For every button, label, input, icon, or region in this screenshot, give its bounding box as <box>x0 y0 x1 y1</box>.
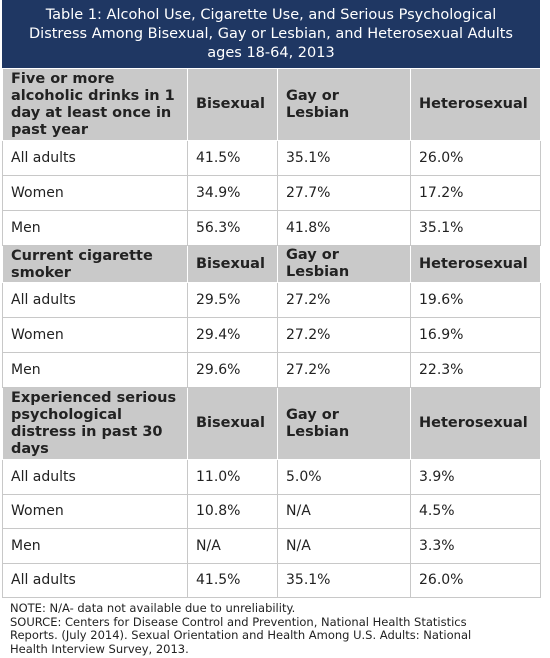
data-row: Men 56.3% 41.8% 35.1% <box>2 210 541 246</box>
section-header-row: Current cigarette smoker Bisexual Gay or L… <box>2 245 541 283</box>
column-header: Bisexual <box>187 387 278 460</box>
section-header-row: Experienced serious psychological distre… <box>2 387 541 460</box>
data-row: Women 10.8% N/A 4.5% <box>2 493 541 529</box>
cell-value: 41.5% <box>187 562 278 598</box>
data-row: Women 29.4% 27.2% 16.9% <box>2 317 541 353</box>
data-row: All adults 11.0% 5.0% 3.9% <box>2 459 541 495</box>
column-header: Bisexual <box>187 68 278 141</box>
cell-value: 27.2% <box>277 282 411 318</box>
column-header: Heterosexual <box>410 245 541 283</box>
table-figure: Table 1: Alcohol Use, Cigarette Use, and… <box>2 0 541 657</box>
cell-value: 11.0% <box>187 459 278 495</box>
cell-value: 27.2% <box>277 317 411 353</box>
row-label: Men <box>2 352 188 388</box>
row-label: Women <box>2 317 188 353</box>
data-row: All adults 41.5% 35.1% 26.0% <box>2 562 541 598</box>
cell-value: 17.2% <box>410 175 541 211</box>
note: NOTE: N/A- data not available due to unr… <box>2 598 540 657</box>
note-line: SOURCE: Centers for Disease Control and … <box>10 614 467 629</box>
row-label: Women <box>2 175 188 211</box>
cell-value: 4.5% <box>410 493 541 529</box>
cell-value: 26.0% <box>410 562 541 598</box>
column-header: Heterosexual <box>410 387 541 460</box>
column-header: Gay or Lesbian <box>277 245 411 283</box>
row-label: Men <box>2 528 188 564</box>
cell-value: 19.6% <box>410 282 541 318</box>
cell-value: 35.1% <box>410 210 541 246</box>
data-row: All adults 41.5% 35.1% 26.0% <box>2 140 541 176</box>
cell-value: 35.1% <box>277 562 411 598</box>
cell-value: 29.4% <box>187 317 278 353</box>
data-row: Women 34.9% 27.7% 17.2% <box>2 175 541 211</box>
cell-value: N/A <box>277 528 411 564</box>
cell-value: 41.5% <box>187 140 278 176</box>
cell-value: 56.3% <box>187 210 278 246</box>
cell-value: 41.8% <box>277 210 411 246</box>
row-label: Men <box>2 210 188 246</box>
column-header: Bisexual <box>187 245 278 283</box>
section-header: Current cigarette smoker <box>2 245 188 283</box>
row-label: Women <box>2 493 188 529</box>
data-row: All adults 29.5% 27.2% 19.6% <box>2 282 541 318</box>
row-label: All adults <box>2 562 188 598</box>
data-row: Men 29.6% 27.2% 22.3% <box>2 352 541 388</box>
data-row: Men N/A N/A 3.3% <box>2 528 541 564</box>
cell-value: 5.0% <box>277 459 411 495</box>
cell-value: 27.2% <box>277 352 411 388</box>
title-line: ages 18-64, 2013 <box>207 45 335 61</box>
title-line: Distress Among Bisexual, Gay or Lesbian,… <box>29 26 513 42</box>
cell-value: 16.9% <box>410 317 541 353</box>
column-header: Gay or Lesbian <box>277 387 411 460</box>
cell-value: 10.8% <box>187 493 278 529</box>
note-line: Health Interview Survey, 2013. <box>10 641 189 656</box>
section-header: Five or more alcoholic drinks in 1 day a… <box>2 68 188 141</box>
cell-value: N/A <box>187 528 278 564</box>
cell-value: 27.7% <box>277 175 411 211</box>
cell-value: 29.5% <box>187 282 278 318</box>
cell-value: 3.3% <box>410 528 541 564</box>
note-line: NOTE: N/A- data not available due to unr… <box>10 601 296 615</box>
cell-value: 22.3% <box>410 352 541 388</box>
row-label: All adults <box>2 459 188 495</box>
row-label: All adults <box>2 282 188 318</box>
data-table: Five or more alcoholic drinks in 1 day a… <box>2 68 541 598</box>
cell-value: 26.0% <box>410 140 541 176</box>
note-line: Reports. (July 2014). Sexual Orientation… <box>10 628 472 642</box>
section-header-row: Five or more alcoholic drinks in 1 day a… <box>2 68 541 141</box>
title-bar: Table 1: Alcohol Use, Cigarette Use, and… <box>2 0 540 68</box>
row-label: All adults <box>2 140 188 176</box>
cell-value: 3.9% <box>410 459 541 495</box>
section-header: Experienced serious psychological distre… <box>2 387 188 460</box>
cell-value: 34.9% <box>187 175 278 211</box>
column-header: Gay or Lesbian <box>277 68 411 141</box>
cell-value: N/A <box>277 493 411 529</box>
cell-value: 35.1% <box>277 140 411 176</box>
title-line: Table 1: Alcohol Use, Cigarette Use, and… <box>45 7 497 23</box>
column-header: Heterosexual <box>410 68 541 141</box>
cell-value: 29.6% <box>187 352 278 388</box>
